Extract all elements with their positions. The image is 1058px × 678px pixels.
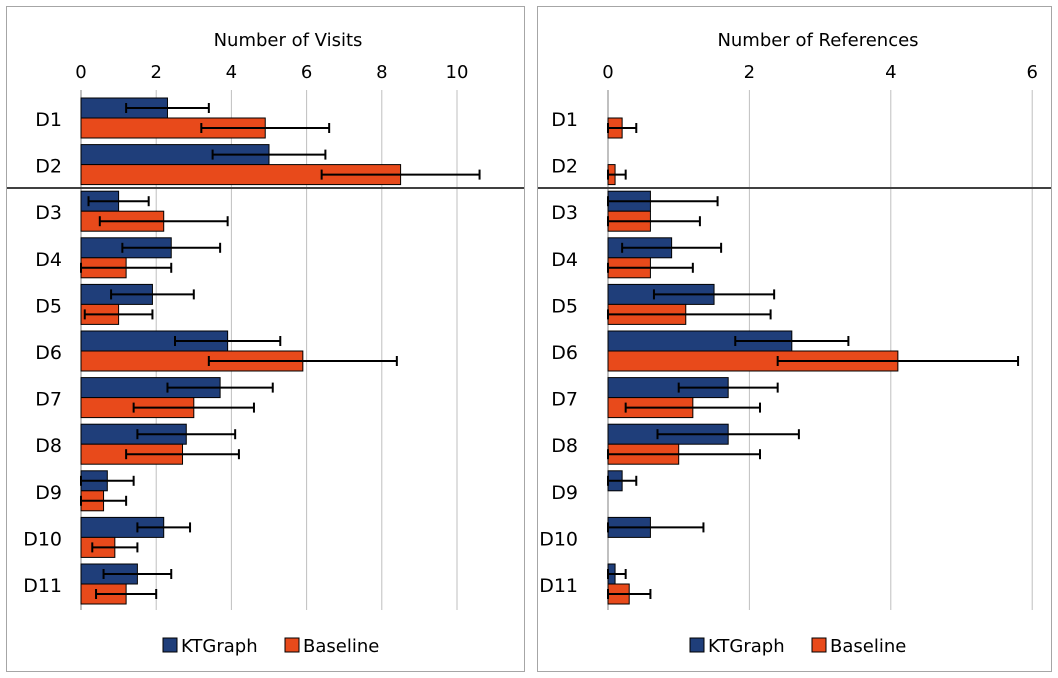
visits-tick-label: 8: [376, 62, 387, 83]
references-category-label: D9: [551, 482, 578, 504]
references-category-label: D5: [551, 295, 578, 317]
references-category-label: D8: [551, 435, 578, 457]
visits-tick-label: 10: [446, 62, 469, 83]
visits-category-label: D5: [35, 295, 62, 317]
references-tick-label: 2: [744, 62, 755, 83]
visits-category-label: D10: [23, 528, 62, 550]
visits-category-label: D4: [35, 249, 62, 271]
references-category-label: D1: [551, 109, 578, 131]
visits-legend-swatch-ktgraph: [162, 637, 178, 653]
references-legend-label-ktgraph: KTGraph: [708, 636, 785, 657]
references-chart-title: Number of References: [717, 30, 918, 51]
visits-category-label: D1: [35, 109, 62, 131]
references-legend-swatch-baseline: [811, 637, 827, 653]
visits-legend-swatch-baseline: [284, 637, 300, 653]
visits-category-label: D11: [23, 575, 62, 597]
visits-category-label: D3: [35, 202, 62, 224]
references-category-label: D3: [551, 202, 578, 224]
visits-legend-label-baseline: Baseline: [303, 636, 379, 657]
references-tick-label: 0: [602, 62, 613, 83]
visits-category-label: D6: [35, 342, 62, 364]
references-category-label: D4: [551, 249, 578, 271]
references-tick-label: 6: [1026, 62, 1037, 83]
references-tick-label: 4: [885, 62, 896, 83]
visits-tick-label: 4: [226, 62, 237, 83]
visits-category-label: D2: [35, 156, 62, 178]
references-legend-swatch-ktgraph: [689, 637, 705, 653]
references-category-label: D7: [551, 389, 578, 411]
references-category-label: D6: [551, 342, 578, 364]
references-category-label: D2: [551, 156, 578, 178]
visits-category-label: D7: [35, 389, 62, 411]
visits-tick-label: 6: [301, 62, 312, 83]
visits-category-label: D8: [35, 435, 62, 457]
references-category-label: D10: [539, 528, 578, 550]
references-category-label: D11: [539, 575, 578, 597]
visits-tick-label: 2: [150, 62, 161, 83]
visits-category-label: D9: [35, 482, 62, 504]
visits-legend-label-ktgraph: KTGraph: [181, 636, 258, 657]
references-legend-label-baseline: Baseline: [830, 636, 906, 657]
visits-tick-label: 0: [75, 62, 86, 83]
visits-chart-title: Number of Visits: [214, 30, 363, 51]
